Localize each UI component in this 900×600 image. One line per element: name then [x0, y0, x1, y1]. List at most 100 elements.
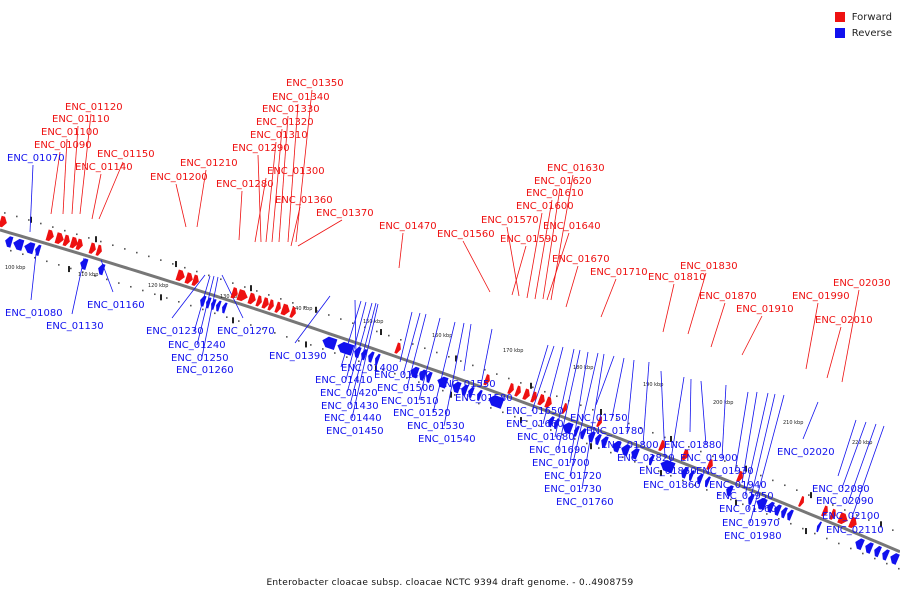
reverse-gene-arrow[interactable] — [560, 421, 574, 435]
forward-gene-arrow[interactable] — [537, 393, 546, 406]
reverse-gene-arrow[interactable] — [321, 335, 338, 350]
reverse-gene-arrow[interactable] — [546, 415, 555, 428]
forward-gene-arrow[interactable] — [261, 297, 270, 309]
forward-gene-arrow[interactable] — [681, 448, 691, 461]
reverse-gene-arrow[interactable] — [336, 340, 355, 356]
reverse-gene-arrow[interactable] — [417, 369, 427, 381]
reverse-gene-arrow[interactable] — [578, 427, 587, 440]
forward-gene-arrow[interactable] — [88, 242, 98, 254]
reverse-gene-arrow[interactable] — [746, 493, 755, 505]
reverse-gene-arrow[interactable] — [872, 545, 882, 558]
forward-gene-arrow[interactable] — [736, 470, 745, 483]
reverse-gene-arrow[interactable] — [658, 458, 676, 474]
forward-gene-arrow[interactable] — [0, 215, 8, 229]
forward-gene-arrow[interactable] — [658, 439, 667, 452]
forward-gene-arrow[interactable] — [706, 458, 715, 471]
reverse-gene-arrow[interactable] — [888, 552, 900, 565]
forward-gene-arrow[interactable] — [394, 342, 402, 354]
reverse-gene-arrow[interactable] — [703, 476, 711, 488]
forward-gene-arrow[interactable] — [522, 388, 531, 401]
reverse-gene-arrow[interactable] — [647, 454, 655, 466]
forward-gene-arrow[interactable] — [69, 236, 80, 250]
reverse-gene-arrow[interactable] — [487, 393, 505, 409]
forward-gene-arrow[interactable] — [829, 508, 838, 521]
reverse-gene-arrow[interactable] — [629, 447, 640, 460]
reverse-gene-arrow[interactable] — [204, 297, 212, 309]
forward-gene-arrow[interactable] — [530, 391, 539, 403]
reverse-gene-arrow[interactable] — [785, 509, 794, 521]
forward-gene-arrow[interactable] — [54, 232, 66, 245]
forward-gene-arrow[interactable] — [274, 301, 282, 314]
reverse-gene-arrow[interactable] — [198, 295, 207, 307]
reverse-gene-arrow[interactable] — [687, 469, 695, 482]
reverse-gene-arrow[interactable] — [23, 241, 36, 255]
reverse-gene-arrow[interactable] — [695, 473, 704, 485]
forward-gene-arrow[interactable] — [230, 287, 239, 299]
reverse-gene-arrow[interactable] — [214, 300, 222, 312]
track-dot — [64, 229, 66, 232]
forward-gene-arrow[interactable] — [596, 416, 604, 428]
reverse-gene-arrow[interactable] — [679, 466, 689, 479]
track-dot — [364, 326, 366, 329]
forward-gene-arrow[interactable] — [837, 512, 850, 526]
reverse-gene-label: ENC_01080 — [5, 308, 63, 319]
reverse-gene-label: ENC_01510 — [381, 396, 439, 407]
reverse-gene-arrow[interactable] — [450, 380, 462, 394]
forward-gene-arrow[interactable] — [175, 269, 187, 282]
forward-gene-arrow[interactable] — [821, 505, 830, 517]
forward-gene-arrow[interactable] — [45, 229, 56, 243]
reverse-gene-arrow[interactable] — [586, 430, 596, 443]
reverse-gene-arrow[interactable] — [853, 537, 865, 551]
reverse-gene-arrow[interactable] — [572, 425, 580, 437]
forward-gene-arrow[interactable] — [544, 396, 553, 409]
reverse-gene-arrow[interactable] — [359, 348, 368, 361]
reverse-gene-arrow[interactable] — [209, 298, 217, 311]
forward-gene-arrow[interactable] — [184, 272, 194, 285]
reverse-gene-arrow[interactable] — [459, 384, 469, 396]
forward-gene-arrow[interactable] — [247, 292, 257, 306]
forward-gene-arrow[interactable] — [62, 234, 72, 247]
forward-gene-arrow[interactable] — [561, 402, 569, 415]
reverse-gene-arrow[interactable] — [373, 353, 381, 365]
reverse-gene-arrow[interactable] — [779, 506, 788, 519]
reverse-gene-arrow[interactable] — [593, 433, 602, 446]
reverse-gene-arrow[interactable] — [754, 496, 768, 511]
reverse-gene-arrow[interactable] — [765, 501, 775, 514]
reverse-gene-arrow[interactable] — [599, 435, 609, 448]
reverse-gene-arrow[interactable] — [97, 263, 106, 276]
reverse-gene-arrow[interactable] — [352, 346, 362, 359]
reverse-gene-arrow[interactable] — [79, 257, 89, 270]
reverse-gene-arrow[interactable] — [366, 351, 375, 363]
reverse-gene-arrow[interactable] — [724, 484, 734, 497]
reverse-gene-arrow[interactable] — [466, 386, 475, 399]
reverse-gene-arrow[interactable] — [4, 235, 14, 248]
reverse-gene-arrow[interactable] — [475, 389, 483, 401]
reverse-gene-arrow[interactable] — [610, 440, 622, 453]
forward-gene-arrow[interactable] — [75, 238, 85, 251]
forward-gene-arrow[interactable] — [191, 274, 200, 287]
reverse-gene-arrow[interactable] — [772, 503, 782, 516]
track-dot — [94, 274, 96, 277]
forward-gene-arrow[interactable] — [280, 303, 291, 317]
reverse-gene-arrow[interactable] — [552, 418, 560, 430]
reverse-gene-arrow[interactable] — [619, 443, 631, 457]
forward-gene-arrow[interactable] — [255, 295, 263, 307]
forward-gene-arrow[interactable] — [507, 382, 515, 395]
reverse-gene-arrow[interactable] — [863, 541, 874, 554]
reverse-gene-arrow[interactable] — [220, 302, 228, 314]
forward-gene-arrow[interactable] — [483, 374, 491, 386]
forward-gene-arrow[interactable] — [267, 299, 275, 311]
reverse-gene-arrow[interactable] — [880, 548, 890, 561]
forward-gene-arrow[interactable] — [95, 244, 104, 257]
reverse-gene-arrow[interactable] — [12, 238, 25, 251]
reverse-gene-arrow[interactable] — [408, 365, 420, 379]
reverse-gene-arrow[interactable] — [815, 521, 822, 533]
forward-gene-arrow[interactable] — [848, 516, 859, 530]
reverse-gene-arrow[interactable] — [424, 371, 433, 384]
reverse-gene-arrow[interactable] — [435, 375, 449, 389]
forward-gene-arrow[interactable] — [514, 385, 522, 397]
reverse-gene-arrow[interactable] — [34, 244, 42, 256]
forward-gene-arrow[interactable] — [289, 306, 297, 319]
forward-gene-arrow[interactable] — [236, 289, 250, 303]
forward-gene-arrow[interactable] — [798, 495, 806, 508]
